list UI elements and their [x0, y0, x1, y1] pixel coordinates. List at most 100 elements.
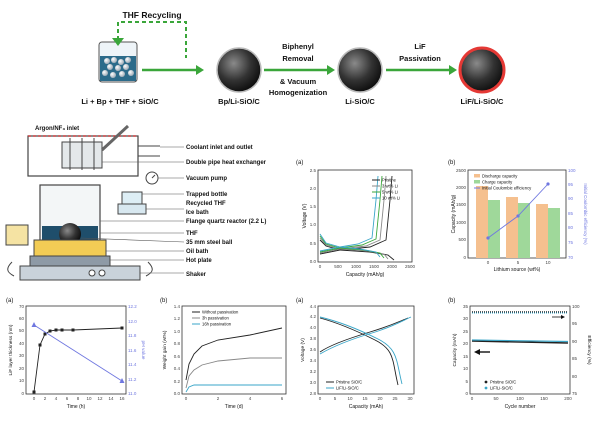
y2-tick: 90 [572, 339, 578, 344]
legend-label: Initial Coulombic efficiency [482, 186, 532, 191]
x-tick: 5 [334, 396, 337, 401]
reactor-label: Shaker [186, 272, 207, 278]
y-tick: 20 [463, 341, 469, 346]
reactor-label: 35 mm steel ball [186, 240, 233, 246]
legend-label: Pristine SiO/C [490, 380, 516, 385]
y2-tick: 11.6 [128, 348, 137, 353]
ph-point [31, 322, 37, 327]
x-axis-label: Capacity (mAh/g) [346, 272, 385, 278]
y-tick-labels: 2.8 3.0 3.2 3.4 3.6 3.8 4.0 4.2 4.4 [310, 304, 317, 396]
x-tick: 8 [77, 396, 80, 401]
series-thickness [33, 327, 123, 393]
series-lif-charge [319, 316, 412, 355]
y-tick: 4.2 [310, 314, 317, 319]
y2-tick: 85 [568, 211, 574, 216]
x-tick: 6 [66, 396, 69, 401]
x-tick: 16 [119, 396, 125, 401]
arrow2-bottom-2: Homogenization [269, 88, 328, 97]
y-tick-labels: 0 10 20 30 40 50 60 70 [19, 304, 25, 396]
legend-label: 16h passivation [202, 322, 232, 327]
sphere-lif-li-sioc [458, 46, 506, 94]
legend-label: 10 wt% Li [382, 196, 400, 201]
x-tick-labels: 0 2 4 6 8 10 12 14 16 [33, 396, 125, 401]
series-lif-discharge [319, 316, 403, 385]
series-5wt-charge [319, 175, 383, 253]
x-tick: 2 [217, 396, 220, 401]
y-tick: 20 [19, 366, 25, 371]
y-tick: 2.8 [310, 391, 317, 396]
x-axis-label: Time (d) [225, 404, 244, 410]
x-tick: 2000 [387, 264, 398, 269]
y-axis-label: Capacity (mAh/g) [451, 194, 457, 233]
x-axis-label: Time (h) [67, 404, 86, 410]
beaker-icon [98, 41, 138, 83]
shaker [19, 265, 141, 281]
y-tick: 1000 [456, 220, 467, 225]
y2-tick: 11.8 [128, 333, 137, 338]
y-tick: 0.5 [310, 241, 317, 246]
chart-cycling: (b) 0 5 10 15 20 25 30 35 75 80 85 90 95… [448, 298, 592, 410]
y2-tick: 75 [572, 391, 578, 396]
y-tick: 3.6 [310, 347, 317, 352]
x-tick: 10 [347, 396, 353, 401]
y2-tick: 100 [572, 304, 580, 309]
series-3h-passivation [185, 357, 282, 389]
x-tick: 10 [86, 396, 92, 401]
reactor-label: Double pipe heat exchanger [186, 160, 267, 166]
y-tick: 3.0 [310, 380, 317, 385]
panel-label: (a) [296, 298, 303, 304]
y-tick: 1.2 [174, 316, 181, 321]
bar-charge-10 [548, 208, 560, 258]
y-tick-labels: 0 5 10 15 20 25 30 35 [463, 304, 469, 396]
x-tick: 0 [33, 396, 36, 401]
x-tick: 25 [392, 396, 398, 401]
series-capacity-pristine [471, 340, 569, 344]
x-tick: 1000 [351, 264, 362, 269]
series-10wt-charge [319, 175, 379, 252]
x-tick-labels: 0 500 1000 1500 2000 2500 [319, 264, 416, 269]
arrow-right-icon [449, 65, 457, 75]
chart-capacity-bars: (b) 0 500 1000 1500 2000 2500 70 75 80 8… [448, 160, 588, 273]
y-tick: 1.5 [310, 204, 317, 209]
series-16h-passivation [185, 384, 282, 393]
reactor-label: Vacuum pump [186, 176, 227, 182]
y2-tick: 11.2 [128, 377, 137, 382]
arrow-left-icon [474, 349, 480, 355]
chart-voltage-profile: (a) 0.0 0.5 1.0 1.5 2.0 2.5 0 500 1000 1… [296, 160, 416, 278]
series-pristine-discharge [319, 317, 399, 386]
x-tick: 0 [319, 396, 322, 401]
legend-label: 3 wt% Li [382, 184, 398, 189]
reactor-label: Hot plate [186, 258, 212, 264]
legend-label: Discharge capacity [482, 174, 518, 179]
x-tick: 100 [516, 396, 524, 401]
reactor-labels: Coolant inlet and outlet Double pipe hea… [186, 145, 267, 278]
y-tick: 1.4 [174, 304, 181, 309]
recycle-label: THF Recycling [122, 10, 181, 20]
chart-weight-gain: (b) 0.0 0.2 0.4 0.6 0.8 1.0 1.2 1.4 0 2 … [160, 298, 287, 410]
bar-charge-0 [488, 200, 500, 258]
y2-tick: 70 [568, 255, 574, 260]
y-axis-label: Voltage (V) [300, 338, 306, 362]
y2-tick: 75 [568, 240, 574, 245]
y-tick: 0.2 [174, 379, 181, 384]
y2-tick: 90 [568, 196, 574, 201]
y-axis-label: Weight gain (wt%) [162, 330, 168, 369]
legend: Pristine SiO/C LiF/Li-SiO/C [326, 380, 362, 391]
hot-plate [29, 255, 111, 267]
y-tick: 40 [19, 341, 25, 346]
reactor-label: Trapped bottle [186, 192, 228, 198]
x-tick: 4 [249, 396, 252, 401]
bar-discharge-5 [506, 197, 518, 258]
reactor-label: THF [186, 231, 198, 237]
x-tick: 20 [377, 396, 383, 401]
y2-tick-labels: 70 75 80 85 90 95 100 [568, 168, 576, 260]
reactor-label: Flange quartz reactor (2.2 L) [186, 219, 266, 225]
x-axis-label: Capacity (mAh) [349, 404, 384, 410]
y2-tick: 85 [572, 356, 578, 361]
y-tick: 3.2 [310, 369, 317, 374]
reactor-label: Recycled THF [186, 201, 226, 207]
y-axis-label: LiF layer thickness (nm) [8, 324, 14, 375]
y-tick: 25 [463, 329, 469, 334]
x-tick: 14 [108, 396, 114, 401]
